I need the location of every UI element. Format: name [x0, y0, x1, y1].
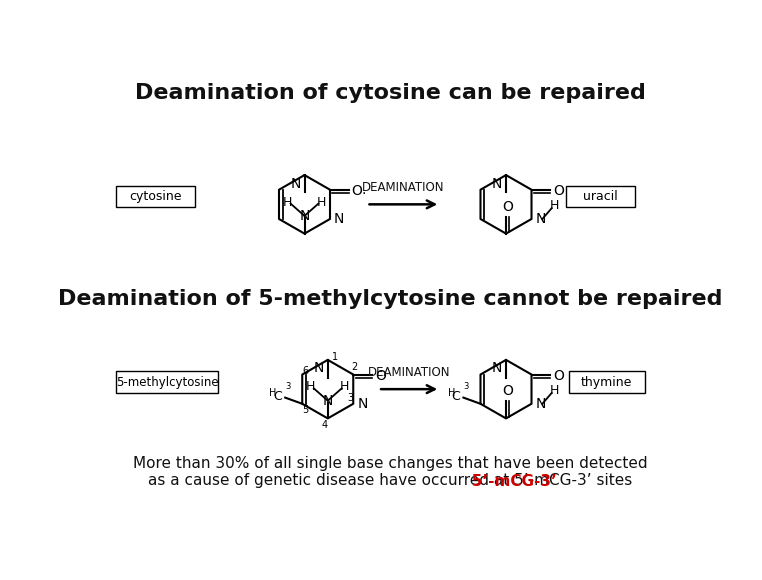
Text: H: H — [340, 380, 350, 393]
Text: O: O — [553, 369, 564, 383]
Text: 3: 3 — [285, 382, 290, 392]
FancyBboxPatch shape — [568, 371, 645, 393]
Text: 3: 3 — [463, 382, 469, 392]
Text: 5’-mCG-3’: 5’-mCG-3’ — [225, 474, 556, 489]
Text: 4: 4 — [322, 419, 328, 430]
Text: uracil: uracil — [583, 190, 618, 203]
Text: N: N — [290, 177, 301, 191]
Text: 6: 6 — [303, 367, 309, 376]
Text: H: H — [549, 384, 559, 397]
Text: O: O — [352, 184, 363, 198]
Text: H: H — [549, 200, 559, 212]
Text: 1: 1 — [332, 352, 338, 362]
Text: ·: · — [361, 187, 366, 201]
FancyBboxPatch shape — [565, 186, 636, 208]
Text: C: C — [452, 390, 460, 403]
FancyBboxPatch shape — [116, 371, 219, 393]
Text: H: H — [283, 195, 292, 209]
Text: N: N — [491, 361, 502, 375]
Text: N: N — [313, 361, 324, 375]
Text: N: N — [536, 212, 546, 226]
Text: N: N — [491, 177, 502, 191]
Text: Deamination of cytosine can be repaired: Deamination of cytosine can be repaired — [135, 84, 646, 103]
Text: H: H — [269, 388, 277, 398]
Text: N: N — [334, 212, 344, 226]
Text: 2: 2 — [352, 362, 358, 372]
Text: 5: 5 — [303, 405, 309, 415]
Text: H: H — [317, 195, 326, 209]
Text: 3: 3 — [347, 393, 354, 403]
Text: O: O — [502, 200, 513, 213]
Text: DEAMINATION: DEAMINATION — [368, 366, 450, 379]
FancyBboxPatch shape — [116, 186, 195, 208]
Text: C: C — [274, 390, 282, 403]
Text: More than 30% of all single base changes that have been detected: More than 30% of all single base changes… — [133, 456, 648, 471]
Text: H: H — [447, 388, 455, 398]
Text: N: N — [299, 209, 309, 223]
Text: N: N — [357, 397, 367, 411]
Text: as a cause of genetic disease have occurred at 5’-mCG-3’ sites: as a cause of genetic disease have occur… — [149, 473, 632, 488]
Text: cytosine: cytosine — [130, 190, 182, 203]
Text: 5-methylcytosine: 5-methylcytosine — [116, 376, 219, 389]
Text: O: O — [375, 369, 386, 383]
Text: thymine: thymine — [581, 376, 632, 389]
Text: O: O — [502, 385, 513, 398]
Text: N: N — [322, 394, 333, 408]
Text: O: O — [553, 184, 564, 198]
Text: N: N — [536, 397, 546, 411]
Text: Deamination of 5-methylcytosine cannot be repaired: Deamination of 5-methylcytosine cannot b… — [58, 289, 723, 309]
Text: H: H — [306, 380, 315, 393]
Text: DEAMINATION: DEAMINATION — [362, 182, 444, 194]
